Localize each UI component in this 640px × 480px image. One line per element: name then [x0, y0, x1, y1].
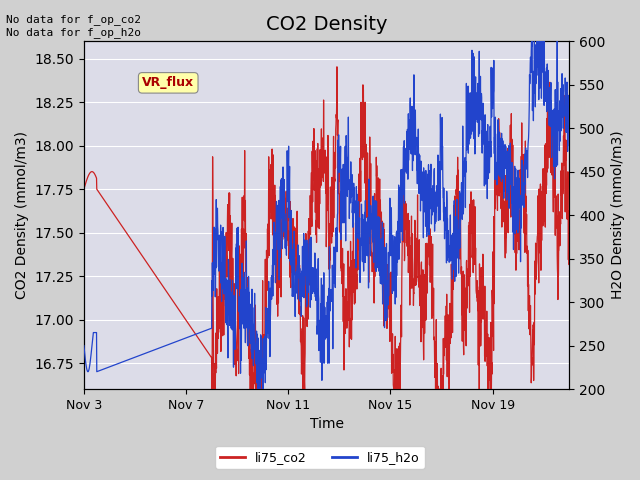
- Legend: li75_co2, li75_h2o: li75_co2, li75_h2o: [215, 446, 425, 469]
- Text: No data for f_op_co2
No data for f_op_h2o: No data for f_op_co2 No data for f_op_h2…: [6, 14, 141, 38]
- Title: CO2 Density: CO2 Density: [266, 15, 387, 34]
- Text: VR_flux: VR_flux: [142, 76, 195, 89]
- X-axis label: Time: Time: [310, 418, 344, 432]
- Y-axis label: CO2 Density (mmol/m3): CO2 Density (mmol/m3): [15, 131, 29, 299]
- Y-axis label: H2O Density (mmol/m3): H2O Density (mmol/m3): [611, 131, 625, 300]
